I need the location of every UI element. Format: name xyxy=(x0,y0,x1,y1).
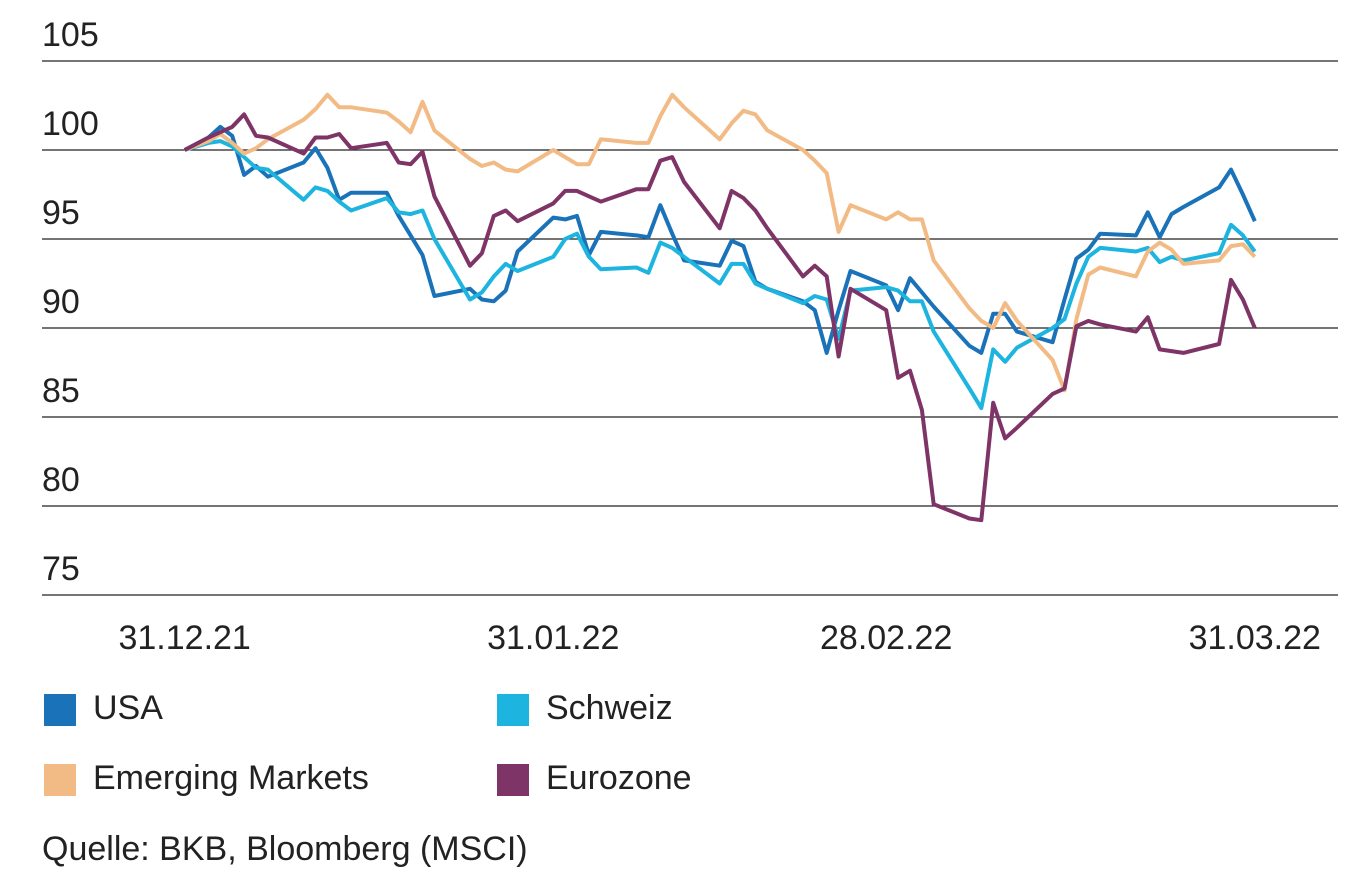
x-tick-label: 31.12.21 xyxy=(118,619,250,657)
legend-label: Schweiz xyxy=(546,689,673,727)
y-tick-label: 80 xyxy=(42,461,80,499)
legend-label: USA xyxy=(93,689,163,727)
x-tick-label: 31.01.22 xyxy=(487,619,619,657)
y-tick-label: 90 xyxy=(42,283,80,321)
legend-swatch xyxy=(497,694,529,726)
y-tick-label: 85 xyxy=(42,372,80,410)
y-tick-label: 95 xyxy=(42,194,80,232)
x-tick-label: 28.02.22 xyxy=(820,619,952,657)
y-tick-label: 100 xyxy=(42,105,99,143)
x-tick-label: 31.03.22 xyxy=(1189,619,1321,657)
series-line xyxy=(183,112,1257,523)
legend-label: Emerging Markets xyxy=(93,759,369,797)
source-note: Quelle: BKB, Bloomberg (MSCI) xyxy=(42,830,528,868)
legend-label: Eurozone xyxy=(546,759,692,797)
legend-swatch xyxy=(497,764,529,796)
series-line xyxy=(183,92,1257,393)
series-line xyxy=(183,124,1257,355)
y-tick-label: 105 xyxy=(42,16,99,54)
legend-swatch xyxy=(44,694,76,726)
series-line xyxy=(184,139,1257,411)
y-tick-label: 75 xyxy=(42,550,80,588)
legend-swatch xyxy=(44,764,76,796)
